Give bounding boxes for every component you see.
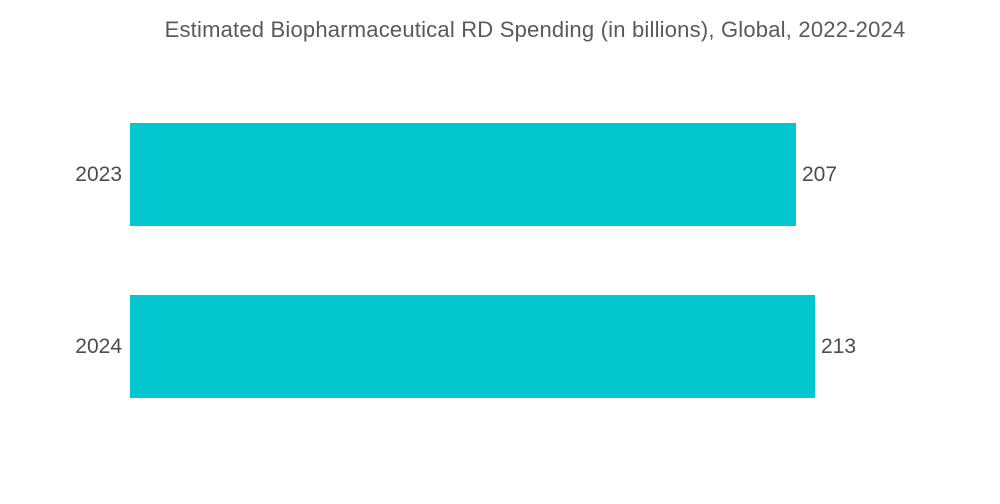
- bar-row: 2024 213: [0, 295, 1000, 398]
- bar-row: 2023 207: [0, 123, 1000, 226]
- value-label: 213: [821, 335, 857, 358]
- category-label: 2023: [75, 163, 122, 186]
- chart-title: Estimated Biopharmaceutical RD Spending …: [164, 17, 906, 42]
- bar: [130, 295, 815, 398]
- category-label: 2024: [75, 335, 122, 358]
- value-label: 207: [802, 163, 838, 186]
- bar: [130, 123, 796, 226]
